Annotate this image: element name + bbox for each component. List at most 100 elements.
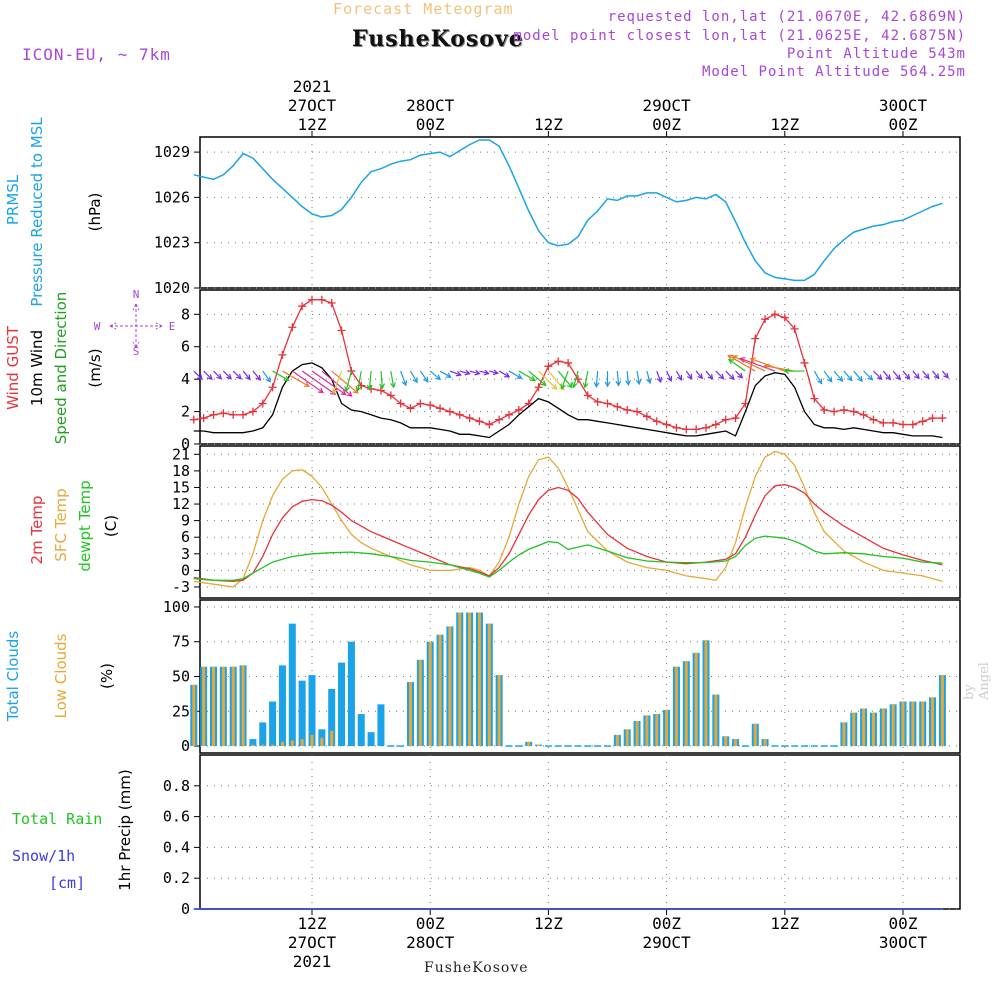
low-cloud-bar — [694, 652, 698, 747]
wind-arrow-head — [551, 384, 558, 391]
wind-arrow-head — [197, 374, 203, 381]
wind-direction-arrow — [538, 370, 558, 390]
total-clouds-label: Total Clouds — [4, 631, 22, 723]
wind-unit-label: (m/s) — [86, 348, 104, 387]
low-cloud-bar — [645, 715, 649, 747]
low-cloud-bar — [911, 701, 915, 747]
wind-arrow-head — [206, 374, 213, 381]
wind-arrow-head — [763, 363, 770, 370]
wind-direction-arrow — [345, 370, 352, 392]
total-cloud-bar — [308, 675, 316, 747]
wind-direction-arrow — [882, 370, 891, 380]
wind-direction-arrow — [573, 370, 579, 388]
low-cloud-bar — [665, 709, 669, 747]
total-cloud-bar — [338, 662, 346, 747]
gust-point — [682, 425, 691, 434]
gust-point — [258, 399, 267, 408]
wind-arrow-head — [867, 374, 874, 381]
top-time-label: 29OCT — [643, 96, 692, 115]
sfc-temp-line — [193, 450, 943, 588]
wind-direction-arrow — [646, 370, 651, 384]
gust-point — [672, 423, 681, 432]
gust-point — [761, 315, 770, 324]
gust-point — [298, 302, 307, 311]
gust-point — [278, 350, 287, 359]
low-cloud-bar — [261, 744, 265, 747]
wind-speed-line — [193, 362, 943, 439]
wind-direction-arrow — [357, 370, 362, 391]
wind-direction-arrow — [459, 370, 470, 375]
gust-point — [692, 425, 701, 434]
gust-point — [445, 407, 454, 416]
low-cloud-bar — [842, 722, 846, 747]
low-cloud-bar — [280, 741, 284, 747]
wind-direction-arrow — [728, 359, 746, 372]
wind-arrow-head — [707, 373, 714, 380]
wind-direction-arrow — [656, 370, 662, 383]
wind-direction-arrow — [368, 371, 372, 390]
location-title: FusheKosove — [352, 26, 524, 52]
wind-direction-arrow — [843, 370, 853, 381]
wind-direction-arrow — [213, 370, 222, 380]
bottom-time-label: 27OCT — [288, 933, 337, 952]
wind-arrow-head — [483, 369, 490, 376]
wind-arrow-head — [582, 382, 589, 389]
requested-coords: requested lon,lat (21.0670E, 42.6869N) — [607, 9, 966, 25]
low-cloud-bar — [674, 666, 678, 747]
wind-arrow-head — [412, 377, 418, 384]
gust-point — [308, 295, 316, 304]
temperature-ytick-label: 12 — [172, 495, 190, 513]
bottom-time-label: 00Z — [416, 914, 445, 933]
wind-arrow-head — [749, 357, 756, 363]
gust-point — [337, 326, 346, 335]
t2m-line — [193, 484, 943, 583]
top-time-label: 12Z — [770, 115, 799, 134]
bottom-time-label: 00Z — [652, 914, 681, 933]
wind-direction-arrow — [932, 370, 940, 379]
gust-point — [633, 407, 642, 416]
wind-direction-arrow — [705, 370, 714, 380]
gust-point — [554, 357, 563, 366]
wind-arrow-head — [216, 373, 223, 380]
wind-arrow-head — [559, 384, 565, 391]
gust-point — [721, 415, 730, 424]
temperature-ytick-label: 21 — [172, 445, 190, 463]
wind-direction-arrow — [489, 370, 498, 374]
low-cloud-bar — [763, 739, 767, 747]
gust-point — [889, 418, 898, 427]
low-cloud-bar — [635, 721, 639, 747]
model-name: ICON-EU, ~ 7km — [22, 45, 171, 64]
gust-point — [416, 399, 425, 408]
clouds-ytick-label: 0 — [181, 737, 190, 755]
pressure-ytick-label: 1023 — [154, 234, 190, 252]
low-cloud-bar — [221, 666, 225, 747]
wind-direction-arrow — [419, 370, 429, 383]
wind-arrow-head — [727, 354, 734, 361]
gust-point — [800, 358, 809, 367]
wind-arrow-head — [379, 383, 386, 390]
low-cloud-bar — [537, 744, 541, 747]
pressure-series-line — [193, 139, 943, 282]
top-time-label: 12Z — [298, 115, 327, 134]
low-cloud-bar — [192, 684, 196, 747]
wind-direction-arrow — [400, 370, 407, 386]
pressure-msl-label: Pressure Reduced to MSL — [28, 117, 46, 307]
precip-ytick-label: 0.2 — [163, 869, 190, 887]
wind-arrow-head — [914, 373, 920, 380]
low-cloud-bar — [468, 612, 472, 747]
wind-direction-arrow — [409, 370, 418, 383]
wind-arrow-head — [245, 374, 251, 381]
total-cloud-bar — [328, 689, 336, 747]
temp-unit-label: (C) — [102, 515, 120, 537]
wind-arrow-head — [656, 376, 663, 384]
wind-direction-arrow — [740, 357, 776, 372]
gust-point — [849, 407, 858, 416]
wind-direction-arrow — [332, 370, 343, 394]
wind-direction-arrow — [252, 370, 261, 381]
bottom-time-label: 12Z — [298, 914, 327, 933]
wind-arrow-head — [226, 373, 232, 380]
wind-direction-arrow — [823, 370, 833, 383]
wind-arrow-head — [567, 382, 573, 389]
gust-point — [248, 407, 257, 416]
